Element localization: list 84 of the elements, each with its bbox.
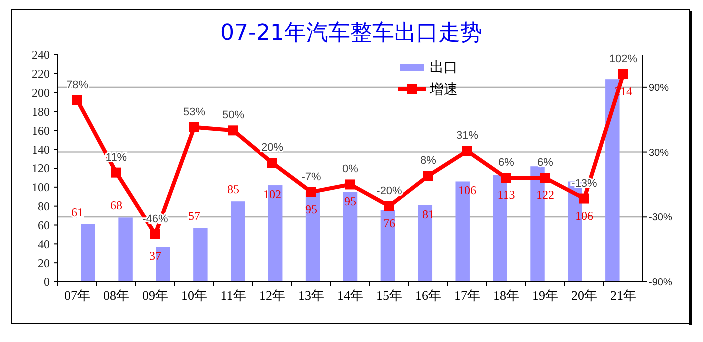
- point: [228, 126, 238, 136]
- x-tick-label: 17年: [454, 288, 480, 303]
- y2-tick-label: -90%: [649, 278, 672, 288]
- bar: [306, 192, 320, 282]
- data-label: -20%: [376, 185, 403, 198]
- bar: [81, 224, 96, 282]
- data-label: 0%: [342, 164, 359, 176]
- point: [346, 180, 356, 190]
- y-tick-label: 220: [32, 67, 50, 82]
- data-label: 6%: [538, 157, 554, 170]
- data-label: 20%: [261, 142, 284, 154]
- bar: [418, 205, 433, 282]
- data-label: 68: [110, 198, 122, 213]
- data-label: 102%: [609, 53, 638, 66]
- bar: [231, 202, 246, 282]
- x-tick-label: 12年: [260, 288, 286, 303]
- x-tick-label: 08年: [104, 288, 130, 303]
- point: [190, 122, 200, 132]
- y-tick-label: 40: [38, 237, 50, 252]
- point: [502, 173, 512, 184]
- x-tick-label: 16年: [416, 288, 442, 303]
- bar: [194, 228, 208, 282]
- chart-title: 07-21年汽车整车出口走势: [220, 21, 482, 46]
- point: [150, 229, 160, 240]
- point: [384, 201, 394, 212]
- point: [618, 69, 628, 80]
- y-tick-label: 0: [44, 275, 50, 290]
- x-tick-label: 13年: [298, 288, 324, 303]
- point: [112, 168, 122, 178]
- data-label: 57: [188, 209, 200, 224]
- x-tick-label: 10年: [182, 288, 208, 303]
- x-tick-label: 20年: [572, 288, 598, 303]
- bar: [343, 192, 358, 282]
- y-tick-label: 120: [32, 162, 50, 176]
- bar: [118, 218, 133, 282]
- data-label: 76: [384, 216, 396, 230]
- y-tick-label: 80: [38, 200, 50, 214]
- data-label: 95: [344, 194, 356, 209]
- point: [306, 187, 316, 198]
- y-tick-label: 60: [38, 218, 50, 232]
- y2-tick-label: 90%: [649, 82, 670, 94]
- data-label: 106: [458, 184, 476, 198]
- x-tick-label: 11年: [220, 288, 246, 303]
- data-label: 61: [72, 205, 84, 220]
- data-label: 95: [306, 202, 318, 216]
- x-tick-label: 19年: [532, 288, 558, 303]
- y2-tick-label: -30%: [649, 212, 672, 224]
- data-label: 81: [422, 207, 434, 222]
- data-label: 31%: [456, 130, 479, 142]
- data-label: 78%: [66, 79, 89, 92]
- point: [268, 158, 278, 168]
- data-label: 113: [498, 188, 516, 202]
- y-tick-label: 180: [32, 104, 50, 119]
- y-tick-label: 100: [32, 180, 50, 195]
- data-label: -7%: [302, 171, 322, 184]
- point: [462, 146, 472, 156]
- data-label: 37: [150, 249, 162, 264]
- y-tick-label: 200: [32, 86, 50, 100]
- x-tick-label: 21年: [610, 288, 636, 303]
- point: [424, 171, 434, 182]
- data-label: 102: [264, 188, 282, 202]
- point: [72, 95, 82, 106]
- data-label: 122: [536, 188, 554, 202]
- legend-label: 出口: [430, 60, 458, 76]
- data-label: 8%: [420, 155, 437, 168]
- y-tick-label: 20: [38, 256, 50, 270]
- x-tick-label: 18年: [494, 288, 520, 303]
- x-tick-label: 14年: [338, 288, 364, 303]
- bar: [380, 210, 396, 282]
- data-label: 50%: [222, 110, 245, 122]
- point: [580, 194, 590, 204]
- point: [540, 173, 550, 184]
- data-label: 6%: [498, 157, 515, 170]
- y2-tick-label: 30%: [649, 148, 670, 159]
- x-tick-label: 15年: [376, 288, 402, 303]
- data-label: 53%: [183, 106, 206, 118]
- y-tick-label: 240: [32, 48, 50, 62]
- x-tick-label: 09年: [142, 288, 168, 303]
- data-label: 106: [576, 208, 594, 223]
- legend-label: 增速: [429, 82, 458, 98]
- y-tick-label: 140: [32, 142, 50, 157]
- data-label: 85: [228, 182, 240, 197]
- y-tick-label: 160: [32, 124, 50, 138]
- x-tick-label: 07年: [64, 288, 90, 303]
